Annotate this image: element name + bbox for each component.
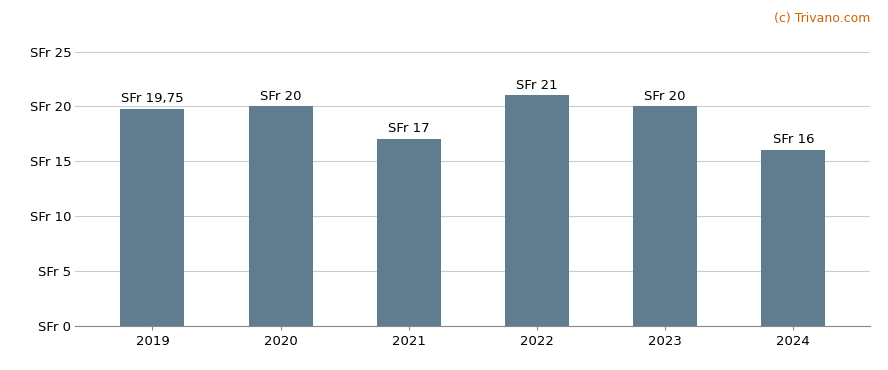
Text: SFr 20: SFr 20 bbox=[260, 90, 301, 102]
Text: SFr 16: SFr 16 bbox=[773, 133, 814, 147]
Bar bbox=[633, 106, 697, 326]
Text: SFr 20: SFr 20 bbox=[645, 90, 686, 102]
Text: SFr 17: SFr 17 bbox=[388, 122, 430, 135]
Bar bbox=[505, 95, 569, 326]
Text: SFr 19,75: SFr 19,75 bbox=[121, 92, 184, 105]
Bar bbox=[121, 109, 185, 326]
Bar bbox=[249, 106, 313, 326]
Text: SFr 21: SFr 21 bbox=[516, 78, 558, 91]
Bar bbox=[761, 150, 825, 326]
Bar bbox=[377, 139, 440, 326]
Text: (c) Trivano.com: (c) Trivano.com bbox=[773, 12, 870, 25]
